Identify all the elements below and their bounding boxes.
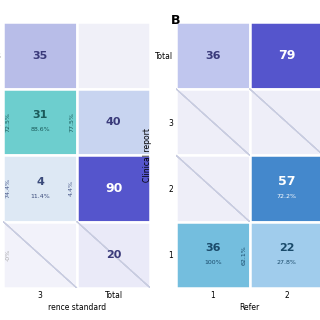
X-axis label: Refer: Refer <box>239 302 260 312</box>
Text: 20: 20 <box>106 250 121 260</box>
Text: 72.2%: 72.2% <box>276 194 296 199</box>
Bar <box>176 89 250 155</box>
X-axis label: rence standard: rence standard <box>48 302 106 312</box>
Text: 88.6%: 88.6% <box>30 127 50 132</box>
Bar <box>77 221 150 288</box>
Text: 4.4%: 4.4% <box>69 180 74 196</box>
Bar <box>176 221 250 288</box>
Text: 62.1%: 62.1% <box>242 245 247 265</box>
Text: B: B <box>171 14 181 28</box>
Bar <box>77 155 150 221</box>
Bar <box>77 22 150 89</box>
Bar <box>250 221 320 288</box>
Bar <box>176 22 250 89</box>
Text: 100%: 100% <box>204 260 222 265</box>
Bar <box>3 89 77 155</box>
Text: 79: 79 <box>278 49 295 62</box>
Y-axis label: Clinical report: Clinical report <box>143 128 152 182</box>
Text: 74.4%: 74.4% <box>6 179 11 198</box>
Text: 72.5%: 72.5% <box>6 112 11 132</box>
Text: 27.8%: 27.8% <box>276 260 296 265</box>
Text: 4: 4 <box>36 177 44 187</box>
Text: 77.5%: 77.5% <box>69 112 74 132</box>
Text: -0%: -0% <box>6 249 11 261</box>
Bar <box>250 22 320 89</box>
Bar <box>176 155 250 221</box>
Bar <box>3 155 77 221</box>
Text: 22: 22 <box>279 243 294 253</box>
Text: 31: 31 <box>32 110 48 120</box>
Bar <box>3 221 77 288</box>
Text: 11.4%: 11.4% <box>30 194 50 199</box>
Text: 40: 40 <box>106 117 121 127</box>
Bar <box>77 89 150 155</box>
Text: 36: 36 <box>205 243 220 253</box>
Bar <box>250 155 320 221</box>
Text: 90: 90 <box>105 182 122 195</box>
Bar <box>250 89 320 155</box>
Bar <box>3 22 77 89</box>
Text: 35: 35 <box>32 51 48 60</box>
Text: 57: 57 <box>278 175 295 188</box>
Text: 36: 36 <box>205 51 220 60</box>
